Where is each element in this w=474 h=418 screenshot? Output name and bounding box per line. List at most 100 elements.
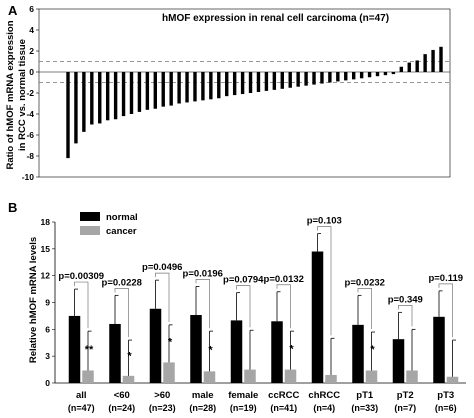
panel-a-bar (129, 72, 134, 114)
panel-a-bar (352, 72, 356, 80)
panel-a-bar (185, 72, 189, 103)
panel-b-significance-bracket (236, 285, 251, 328)
panel-a-y-tick-label: -4 (26, 109, 34, 119)
panel-b-y-tick-label: 0 (45, 378, 50, 388)
panel-b-category-count: (n=6) (435, 403, 457, 413)
panel-b-category-count: (n=19) (230, 403, 257, 413)
panel-b-bar-normal (271, 321, 283, 383)
panel-b-significance-star: * (370, 344, 375, 356)
panel-a-bar (336, 72, 340, 82)
panel-a-bar (399, 66, 404, 72)
panel-b-y-ticks: 0 3 6 9 12 15 18 (41, 217, 55, 388)
panel-a-bar (137, 72, 142, 112)
panel-b-category-label: pT1 (356, 390, 374, 401)
panel-a-ylabel-line2: in RCC vs. normal tissue (17, 39, 28, 151)
panel-b-bar-cancer (365, 370, 378, 383)
panel-a-bar (225, 72, 229, 97)
panel-a-bar (113, 72, 118, 120)
panel-a-bar (74, 72, 78, 144)
panel-b-p-value: p=0.00309 (58, 271, 104, 282)
panel-a-bar (153, 72, 157, 109)
panel-a-bar (328, 72, 332, 83)
panel-b-p-value: p=0.349 (388, 294, 423, 305)
panel-a-bar (288, 72, 292, 88)
panel-b-bar-cancer (284, 369, 297, 383)
panel-b-category-label: <60 (114, 390, 130, 401)
panel-b-bar-normal (190, 315, 202, 383)
panel-a-bar (240, 72, 245, 95)
panel-a-bar (344, 72, 348, 81)
panel-a-bar (145, 72, 150, 110)
panel-b-significance-bracket (357, 287, 372, 330)
panel-a-title: hMOF expression in renal cell carcinoma … (162, 13, 389, 24)
panel-b-significance-bracket (155, 272, 170, 322)
panel-a-bar (423, 54, 427, 72)
panel-b-category-count: (n=23) (149, 403, 176, 413)
panel-b-y-tick-label: 3 (45, 351, 50, 361)
panel-b-category-label: pT3 (437, 390, 454, 401)
panel-b-significance-bracket (398, 304, 413, 327)
panel-a-y-tick-label: 2 (29, 46, 34, 56)
panel-a-y-tick-label: -8 (26, 151, 34, 161)
panel-a-bar (256, 72, 261, 92)
panel-b-category-label: ccRCC (268, 390, 299, 401)
panel-b-legend-swatch (80, 212, 100, 221)
panel-a-bar (272, 72, 277, 90)
panel-b-significance-bracket (114, 287, 129, 338)
panel-b-category-label: male (192, 390, 214, 401)
panel-b-significance-star: * (168, 337, 173, 349)
panel-b-p-value: p=0.0794 (223, 275, 264, 286)
panel-b-bar-normal (149, 308, 162, 383)
panel-a-bar (359, 72, 364, 79)
panel-a-ylabel-line1: Ratio of hMOF mRNA expression (5, 20, 16, 169)
panel-b-bar-normal (392, 339, 405, 383)
panel-b-bar-cancer (203, 371, 216, 383)
panel-a-bar (264, 72, 269, 91)
panel-b-category-labels: all (n=47) <60 (n=24) >60 (n=23) male (n=28) fem… (68, 390, 457, 413)
panel-b-p-value: p=0.119 (428, 273, 463, 284)
panel-b-bar-cancer (446, 376, 459, 383)
panel-b-category-label: >60 (154, 390, 170, 401)
panel-a-bar (439, 46, 443, 72)
panel-a-bar (66, 72, 70, 159)
panel-b-bar-cancer (122, 375, 135, 383)
panel-a-y-tick-label: 6 (29, 4, 34, 14)
panel-a-bar (217, 72, 221, 99)
panel-b-bar-normal (109, 323, 121, 383)
panel-b-bar-normal (311, 251, 324, 383)
panel-b-category-label: all (76, 390, 87, 401)
panel-a-y-tick-label: -6 (26, 130, 34, 140)
panel-b-category-label: female (228, 390, 258, 401)
panel-a-y-tick-label: 4 (29, 25, 34, 35)
panel-b-p-value: p=0.0496 (142, 262, 182, 273)
panel-a-y-tick-label: -10 (22, 172, 35, 182)
panel-a-bar (296, 72, 300, 87)
panel-a-bar (320, 72, 324, 84)
panel-a-reference-lines (39, 61, 450, 83)
panel-b-legend-swatch (80, 226, 100, 235)
panel-a-bar (431, 49, 435, 72)
panel-a-y-tick-label: 0 (29, 67, 34, 77)
panel-a-bar (248, 72, 253, 93)
panel-a-bar (177, 72, 181, 104)
panel-a-bar (193, 72, 197, 102)
panel-b-bar-normal (68, 315, 81, 383)
panel-b-category-count: (n=4) (313, 403, 335, 413)
panel-b-bar-cancer (244, 369, 256, 383)
panel-a-label: A (8, 3, 18, 18)
panel-a-bar (367, 72, 372, 78)
panel-b-category-count: (n=47) (68, 403, 95, 413)
panel-b-p-value: p=0.0132 (264, 274, 304, 285)
panel-b-y-tick-label: 18 (41, 217, 51, 227)
panel-b-significance-bracket (74, 281, 89, 329)
panel-b-bar-normal (352, 324, 364, 383)
panel-b-bars (68, 233, 459, 383)
panel-a-bar (312, 72, 316, 85)
panel-b-significance-star: * (208, 344, 213, 356)
panel-a-bar (232, 72, 237, 96)
panel-a-bar (161, 72, 165, 107)
panel-b-category-count: (n=24) (108, 403, 135, 413)
panel-b-y-tick-label: 12 (41, 271, 51, 281)
panel-a-bar (415, 60, 419, 72)
